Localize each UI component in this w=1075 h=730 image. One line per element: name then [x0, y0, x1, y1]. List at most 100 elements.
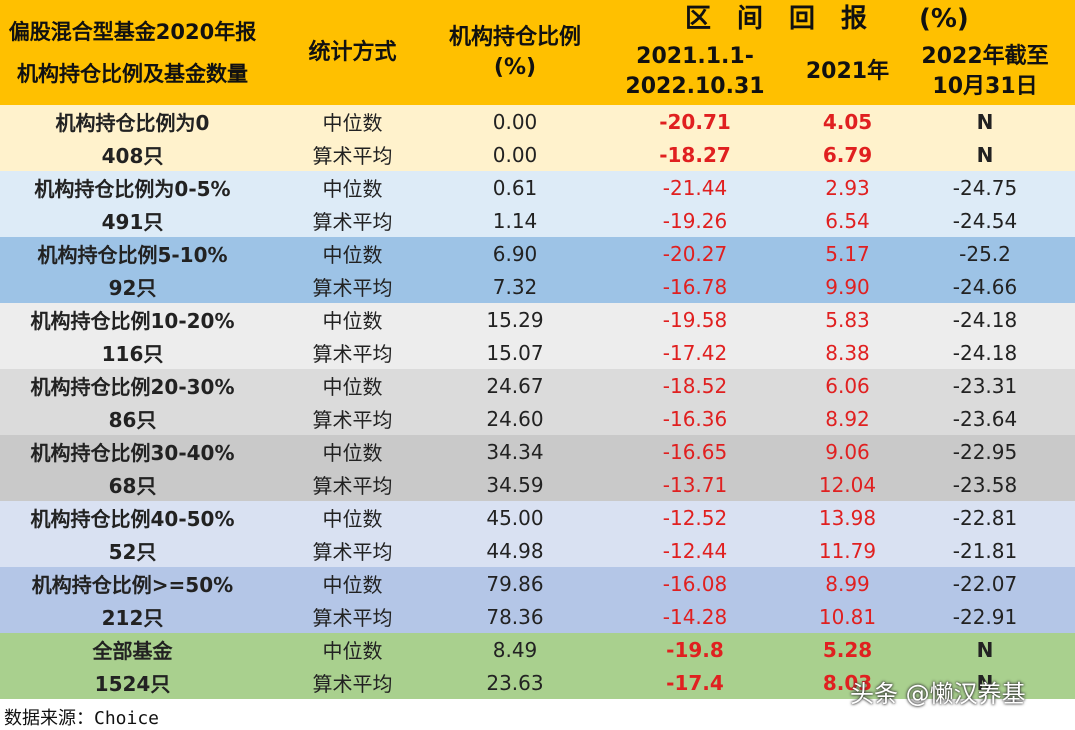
header-text: 机构持仓比例及基金数量 [17, 61, 248, 86]
return-2021: 9.90 [825, 274, 870, 299]
fund-count: 491只 [101, 210, 164, 234]
return-period: -19.8 [666, 637, 724, 662]
return-period: -17.4 [666, 670, 724, 695]
data-row: 491只 算术平均 1.14 -19.26 6.54 -24.54 [0, 204, 1075, 237]
return-2021: 8.38 [825, 340, 870, 365]
group-label: 机构持仓比例为0 [55, 111, 210, 135]
fund-count: 212只 [101, 606, 164, 630]
method: 中位数 [322, 639, 383, 663]
method: 中位数 [322, 243, 383, 267]
header-text: 2022年截至 [921, 43, 1049, 69]
return-2021: 5.17 [825, 241, 870, 266]
method: 算术平均 [312, 408, 393, 432]
return-period: -18.52 [662, 373, 728, 398]
fund-count: 68只 [108, 474, 157, 498]
method: 算术平均 [312, 210, 393, 234]
header-text: 2022.10.31 [625, 73, 765, 99]
return-2022: -24.18 [952, 340, 1018, 365]
method: 中位数 [322, 375, 383, 399]
return-2021: 5.28 [822, 637, 873, 662]
return-period: -18.27 [659, 142, 731, 167]
header-text: 10月31日 [932, 73, 1038, 99]
group-label: 机构持仓比例5-10% [37, 243, 228, 267]
return-period: -19.58 [662, 307, 728, 332]
holding-ratio: 7.32 [492, 274, 538, 299]
group-label: 机构持仓比例为0-5% [34, 177, 231, 201]
return-2022: -23.58 [952, 472, 1018, 497]
data-row: 机构持仓比例为0 中位数 0.00 -20.71 4.05 N [0, 105, 1075, 138]
header-cell: 机构持仓比例 (%) [440, 0, 590, 105]
header-cell: 2021.1.1- 2022.10.31 [590, 38, 800, 105]
return-period: -16.08 [662, 571, 728, 596]
header-text: 机构持仓比例 [448, 24, 581, 50]
data-row: 机构持仓比例10-20% 中位数 15.29 -19.58 5.83 -24.18 [0, 303, 1075, 336]
holding-ratio: 79.86 [486, 571, 544, 596]
return-2022: N [976, 109, 994, 134]
group-label: 机构持仓比例20-30% [30, 375, 235, 399]
return-period: -13.71 [662, 472, 728, 497]
return-2021: 12.04 [818, 472, 877, 497]
header-cell: 2021年 [800, 38, 895, 105]
header-cell: 偏股混合型基金2020年报 机构持仓比例及基金数量 [0, 0, 265, 105]
holding-ratio: 78.36 [486, 604, 544, 629]
holding-ratio: 15.07 [486, 340, 544, 365]
method: 中位数 [322, 309, 383, 333]
holding-ratio: 24.67 [486, 373, 544, 398]
holding-ratio: 15.29 [486, 307, 544, 332]
group-label: 机构持仓比例40-50% [30, 507, 235, 531]
group-label: 全部基金 [92, 639, 173, 663]
holding-ratio: 0.61 [492, 175, 538, 200]
return-period: -14.28 [662, 604, 728, 629]
header-cell: 区 间 回 报 (%) [590, 0, 1075, 38]
data-row: 116只 算术平均 15.07 -17.42 8.38 -24.18 [0, 336, 1075, 369]
holding-ratio: 24.60 [486, 406, 544, 431]
return-period: -16.78 [662, 274, 728, 299]
group-label: 机构持仓比例>=50% [31, 573, 234, 597]
return-2021: 5.83 [825, 307, 870, 332]
group-label: 机构持仓比例10-20% [30, 309, 235, 333]
return-period: -16.36 [662, 406, 728, 431]
return-2021: 6.06 [825, 373, 870, 398]
return-2021: 4.05 [822, 109, 873, 134]
return-2021: 6.54 [825, 208, 870, 233]
return-2021: 2.93 [825, 175, 870, 200]
return-period: -12.52 [662, 505, 728, 530]
data-row: 全部基金 中位数 8.49 -19.8 5.28 N [0, 633, 1075, 666]
return-2021: 8.92 [825, 406, 870, 431]
return-2022: -24.66 [952, 274, 1018, 299]
return-2021: 11.79 [818, 538, 877, 563]
header-row: 偏股混合型基金2020年报 机构持仓比例及基金数量 统计方式 机构持仓比例 (%) … [0, 0, 1075, 105]
return-2022: -24.18 [952, 307, 1018, 332]
method: 算术平均 [312, 540, 393, 564]
data-row: 86只 算术平均 24.60 -16.36 8.92 -23.64 [0, 402, 1075, 435]
method: 算术平均 [312, 144, 393, 168]
returns-table: 偏股混合型基金2020年报 机构持仓比例及基金数量 统计方式 机构持仓比例 (%) … [0, 0, 1075, 699]
method: 算术平均 [312, 606, 393, 630]
return-period: -20.27 [662, 241, 728, 266]
fund-count: 52只 [108, 540, 157, 564]
return-2022: -24.54 [952, 208, 1018, 233]
data-row: 机构持仓比例30-40% 中位数 34.34 -16.65 9.06 -22.95 [0, 435, 1075, 468]
holding-ratio: 34.34 [486, 439, 544, 464]
method: 中位数 [322, 177, 383, 201]
data-row: 1524只 算术平均 23.63 -17.4 8.03 N [0, 666, 1075, 699]
return-2022: N [976, 637, 994, 662]
return-period: -12.44 [662, 538, 728, 563]
method: 算术平均 [312, 342, 393, 366]
holding-ratio: 45.00 [486, 505, 544, 530]
return-2021: 10.81 [818, 604, 877, 629]
holding-ratio: 34.59 [486, 472, 544, 497]
return-2022: N [976, 142, 994, 167]
holding-ratio: 23.63 [486, 670, 544, 695]
holding-ratio: 0.00 [492, 142, 538, 167]
return-period: -17.42 [662, 340, 728, 365]
return-2022: -22.95 [952, 439, 1018, 464]
return-2022: -25.2 [959, 241, 1011, 266]
return-2022: N [976, 670, 994, 695]
return-period: -21.44 [662, 175, 728, 200]
group-label: 机构持仓比例30-40% [30, 441, 235, 465]
return-2021: 6.79 [822, 142, 873, 167]
method: 算术平均 [312, 474, 393, 498]
return-2022: -23.31 [952, 373, 1018, 398]
